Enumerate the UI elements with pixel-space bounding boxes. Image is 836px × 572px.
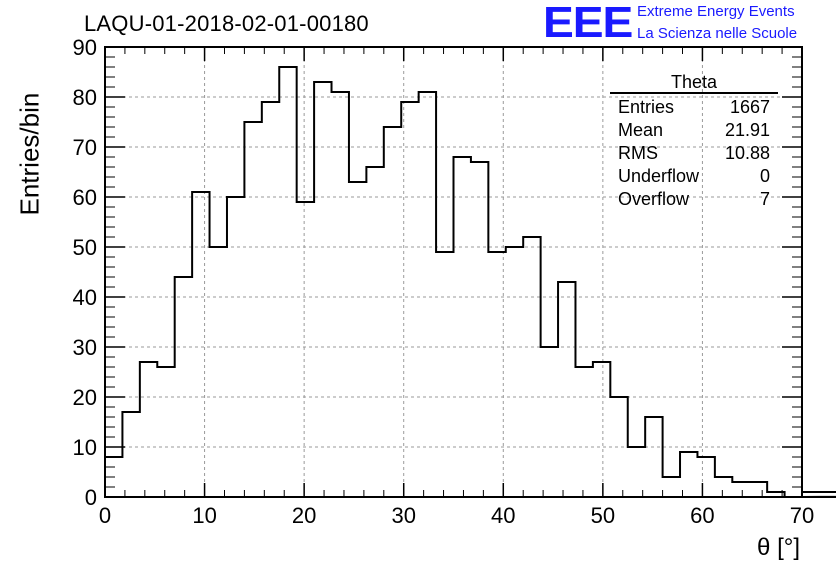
- x-tick-label: 10: [192, 503, 216, 528]
- stats-box: Theta Entries 1667 Mean 21.91 RMS 10.88 …: [610, 72, 778, 211]
- y-tick-label: 60: [73, 185, 97, 210]
- y-axis-label: Entries/bin: [14, 92, 45, 216]
- x-tick-label: 70: [790, 503, 814, 528]
- stats-title: Theta: [610, 72, 778, 94]
- stats-row-mean: Mean 21.91: [610, 119, 778, 142]
- stats-label: Entries: [618, 97, 675, 117]
- stats-label: Overflow: [618, 189, 690, 209]
- stats-row-underflow: Underflow 0: [610, 165, 778, 188]
- y-tick-label: 50: [73, 235, 97, 260]
- y-tick-label: 20: [73, 385, 97, 410]
- x-tick-label: 40: [491, 503, 515, 528]
- stats-value: 7: [759, 189, 770, 209]
- x-tick-label: 50: [591, 503, 615, 528]
- x-tick-label: 0: [99, 503, 111, 528]
- chart-title: LAQU-01-2018-02-01-00180: [84, 11, 369, 36]
- stats-value: 21.91: [724, 120, 770, 140]
- y-tick-label: 40: [73, 285, 97, 310]
- stats-row-entries: Entries 1667: [610, 96, 778, 119]
- eee-logo: EEE: [543, 0, 633, 47]
- y-tick-label: 90: [73, 35, 97, 60]
- org-subtitle: La Scienza nelle Scuole: [637, 25, 798, 42]
- org-name: Extreme Energy Events: [637, 3, 795, 20]
- stats-row-overflow: Overflow 7: [610, 188, 778, 211]
- stats-label: Underflow: [618, 166, 700, 186]
- x-axis-label: θ [°]: [757, 534, 800, 561]
- stats-value: 1667: [729, 97, 770, 117]
- stats-row-rms: RMS 10.88: [610, 142, 778, 165]
- y-tick-label: 10: [73, 435, 97, 460]
- x-tick-label: 30: [391, 503, 415, 528]
- histogram-line: [104, 66, 836, 498]
- stats-value: 10.88: [724, 143, 770, 163]
- y-tick-label: 30: [73, 335, 97, 360]
- plot-frame: [104, 46, 803, 498]
- x-tick-label: 20: [292, 503, 316, 528]
- stats-label: RMS: [618, 143, 658, 163]
- y-tick-label: 70: [73, 135, 97, 160]
- x-tick-label: 60: [690, 503, 714, 528]
- y-tick-label: 0: [85, 485, 97, 510]
- stats-value: 0: [759, 166, 770, 186]
- stats-label: Mean: [618, 120, 664, 140]
- y-tick-label: 80: [73, 85, 97, 110]
